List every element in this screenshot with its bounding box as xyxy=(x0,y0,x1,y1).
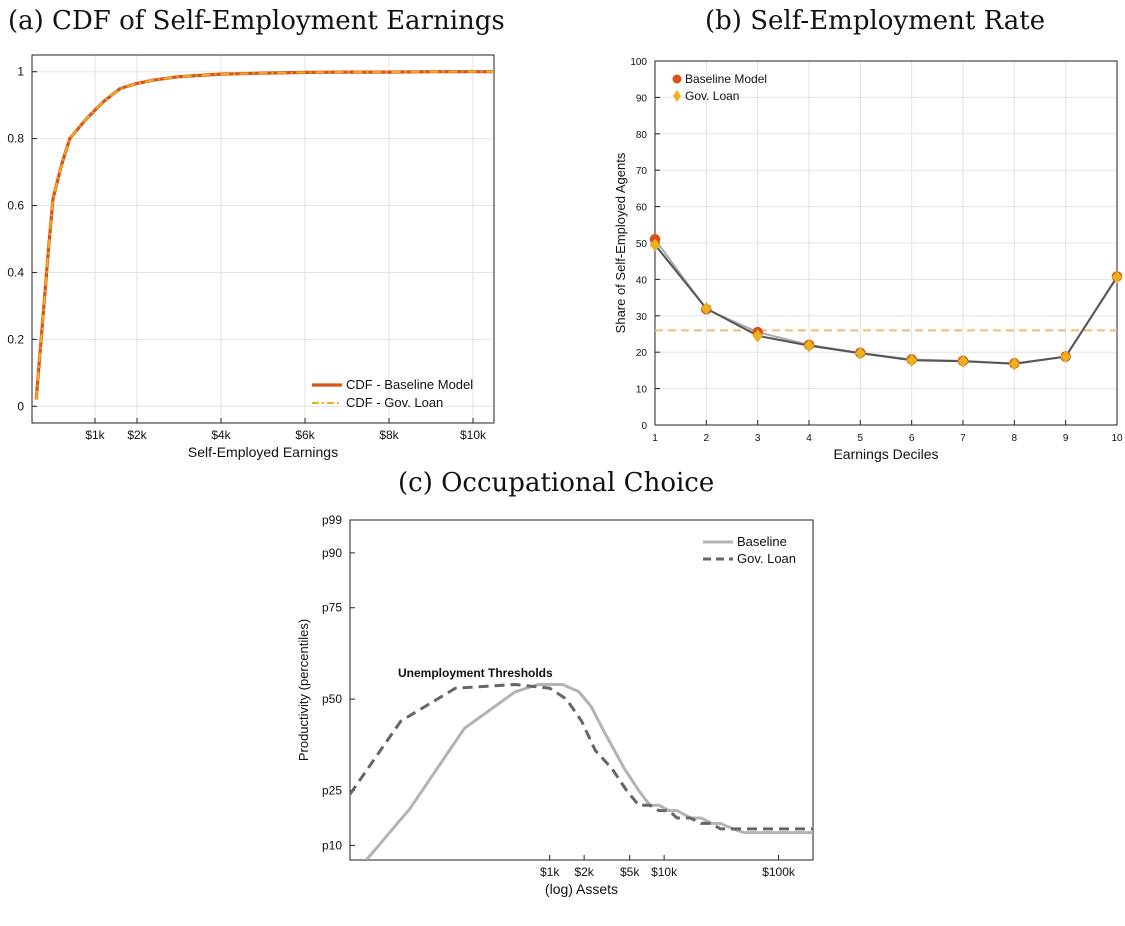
legend-label-2: CDF - Gov. Loan xyxy=(346,395,443,410)
series-line-1 xyxy=(365,683,813,860)
panel-a-title: (a) CDF of Self-Employment Earnings xyxy=(8,6,505,36)
y-tick-label: 50 xyxy=(636,239,648,250)
legend-marker-2 xyxy=(673,90,681,102)
y-tick-label: 0 xyxy=(641,421,647,432)
y-tick-label: 80 xyxy=(636,130,648,141)
x-tick-label: $2k xyxy=(574,865,594,879)
y-tick-label: p25 xyxy=(322,784,342,798)
data-point-gov-loan xyxy=(1060,350,1072,364)
x-tick-label: 2 xyxy=(704,433,710,444)
y-tick-label: p50 xyxy=(322,692,342,706)
y-tick-label: 100 xyxy=(630,57,647,68)
y-tick-label: 0 xyxy=(17,399,24,413)
x-tick-label: $5k xyxy=(620,865,640,879)
plot-frame xyxy=(31,54,495,424)
y-tick-label: 20 xyxy=(636,348,648,359)
x-tick-label: $6k xyxy=(295,428,315,442)
data-point-gov-loan xyxy=(649,238,661,252)
x-tick-label: $2k xyxy=(127,428,147,442)
x-tick-label: 3 xyxy=(755,433,761,444)
x-tick-label: 9 xyxy=(1063,433,1069,444)
y-tick-label: 0.2 xyxy=(7,332,24,346)
y-tick-label: 90 xyxy=(636,93,648,104)
x-tick-label: 10 xyxy=(1111,433,1123,444)
x-axis-label: (log) Assets xyxy=(545,881,618,897)
y-tick-label: 70 xyxy=(636,166,648,177)
y-axis-label: Productivity (percentiles) xyxy=(296,619,311,761)
data-point-gov-loan xyxy=(906,353,918,367)
legend-label-2: Gov. Loan xyxy=(737,551,796,566)
chart-a-cdf: $1k $2k $4k $6k $8k $10k 0 0.2 0.4 0.6 0.8 1 Self-Em… xyxy=(7,54,495,460)
panel-b-title: (b) Self-Employment Rate xyxy=(705,6,1046,36)
data-point-gov-loan xyxy=(1111,270,1123,284)
x-tick-label: 5 xyxy=(858,433,864,444)
panel-c-title: (c) Occupational Choice xyxy=(398,468,715,498)
series-line-2 xyxy=(35,70,494,400)
x-tick-label: 6 xyxy=(909,433,915,444)
y-tick-label: p90 xyxy=(322,546,342,560)
x-tick-label: $8k xyxy=(379,428,399,442)
legend-label-1: CDF - Baseline Model xyxy=(346,377,473,392)
y-tick-label: p10 xyxy=(322,838,342,852)
series-line-1 xyxy=(34,70,494,400)
data-point-gov-loan xyxy=(854,346,866,360)
x-tick-label: 8 xyxy=(1012,433,1018,444)
x-tick-label: $10k xyxy=(460,428,487,442)
data-point-gov-loan xyxy=(752,329,764,343)
legend-marker-1 xyxy=(672,74,682,84)
legend-label-1: Baseline Model xyxy=(685,72,767,86)
y-tick-label: 40 xyxy=(636,275,648,286)
data-point-gov-loan xyxy=(957,354,969,368)
legend-label-2: Gov. Loan xyxy=(685,89,739,103)
y-tick-label: 10 xyxy=(636,385,648,396)
series-line-2 xyxy=(350,683,813,831)
series-line-2 xyxy=(655,244,1117,365)
y-tick-label: 1 xyxy=(17,65,24,79)
x-tick-label: $4k xyxy=(211,428,231,442)
data-point-gov-loan xyxy=(700,302,712,315)
x-axis-label: Earnings Deciles xyxy=(833,446,938,462)
y-tick-label: p75 xyxy=(322,601,342,615)
x-tick-label: $1k xyxy=(540,865,560,879)
y-tick-label: 60 xyxy=(636,203,648,214)
y-tick-label: p99 xyxy=(322,513,342,527)
chart-b-self-employment-rate: 1 2 3 4 5 6 7 8 9 100102030405060708090100Earning… xyxy=(613,57,1123,462)
x-tick-label: $1k xyxy=(85,428,105,442)
data-point-gov-loan xyxy=(803,339,815,353)
chart-c-occupational-choice: $1k $2k $5k $10k $100k p10 p25 p50 p75 p90 p99 (log… xyxy=(296,513,814,897)
series-line-1 xyxy=(655,238,1117,365)
y-axis-label: Share of Self-Employed Agents xyxy=(613,152,628,333)
data-point-gov-loan xyxy=(1008,357,1020,371)
x-tick-label: 1 xyxy=(652,433,658,444)
legend-label-1: Baseline xyxy=(737,534,787,549)
y-tick-label: 0.6 xyxy=(7,199,24,213)
x-tick-label: 4 xyxy=(806,433,812,444)
annotation-unemployment-thresholds: Unemployment Thresholds xyxy=(398,666,553,680)
x-tick-label: $100k xyxy=(762,865,796,879)
y-tick-label: 0.8 xyxy=(7,132,24,146)
y-tick-label: 30 xyxy=(636,312,648,323)
y-tick-label: 0.4 xyxy=(7,265,24,279)
x-tick-label: 7 xyxy=(960,433,966,444)
x-axis-label: Self-Employed Earnings xyxy=(188,444,338,460)
plot-frame xyxy=(349,519,814,861)
x-tick-label: $10k xyxy=(651,865,678,879)
